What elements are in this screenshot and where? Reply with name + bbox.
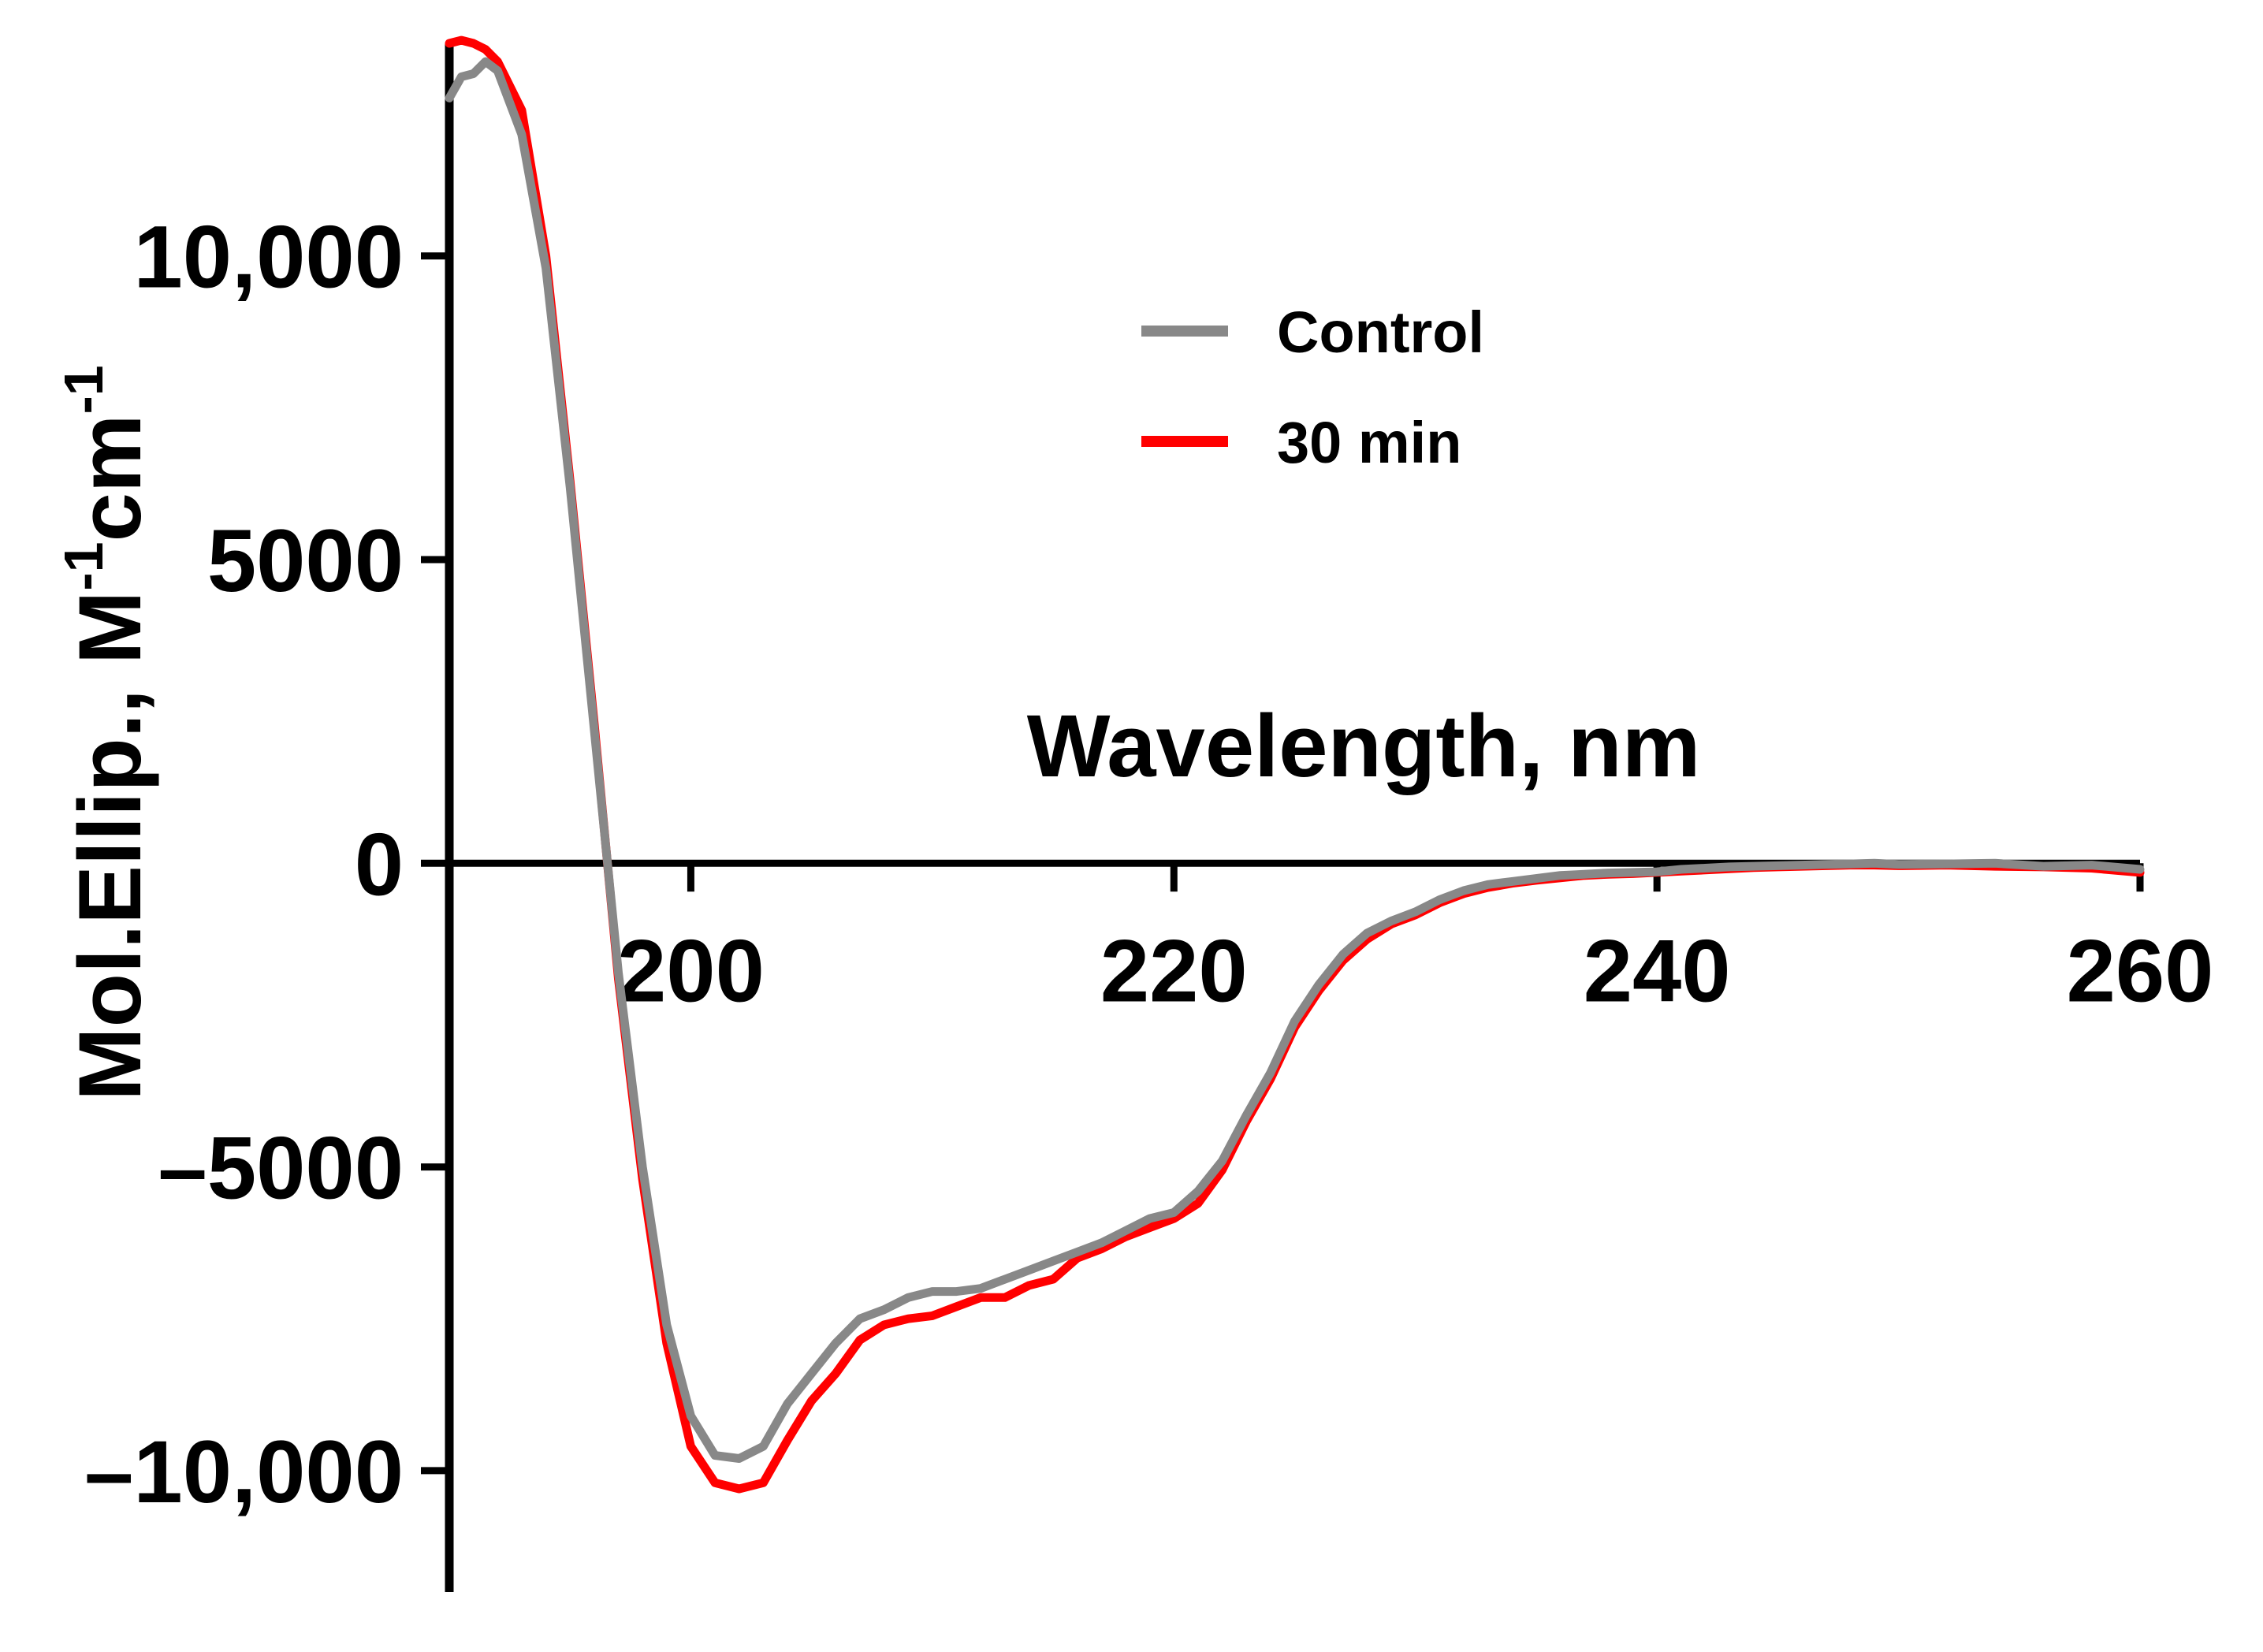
x-axis-title: Wavelength, nm xyxy=(1027,697,1701,795)
y-axis-title: Mol.Ellip., M-1cm-1 xyxy=(53,365,159,1100)
legend-label-30-min: 30 min xyxy=(1277,410,1461,475)
y-tick-label: 5000 xyxy=(207,512,404,610)
y-axis-title-main: Mol.Ellip., M xyxy=(61,591,159,1101)
y-tick-label: –5000 xyxy=(158,1119,404,1218)
x-axis-ticks: 200 220 240 260 xyxy=(617,863,2213,1020)
y-tick-label: 10,000 xyxy=(133,208,404,307)
svg-text:Mol.Ellip., M-1cm-1: Mol.Ellip., M-1cm-1 xyxy=(53,365,159,1100)
axes xyxy=(445,43,2140,1592)
legend: Control 30 min xyxy=(1141,300,1484,475)
x-tick-label: 240 xyxy=(1584,921,1731,1020)
series-layer xyxy=(445,35,2145,1494)
x-tick-label: 220 xyxy=(1100,921,1248,1020)
x-tick-label: 260 xyxy=(2067,921,2214,1020)
series-line-control xyxy=(445,57,2145,1463)
y-axis-title-sup1: -1 xyxy=(53,541,114,590)
y-tick-label: 0 xyxy=(355,815,404,913)
legend-label-control: Control xyxy=(1277,300,1484,365)
y-axis-title-cm: cm xyxy=(61,415,159,542)
x-tick-label: 200 xyxy=(617,921,765,1020)
y-axis-title-sup2: -1 xyxy=(53,365,114,414)
y-tick-label: –10,000 xyxy=(84,1423,404,1521)
y-axis-ticks: –10,000 –5000 0 5000 10,000 xyxy=(84,208,449,1521)
